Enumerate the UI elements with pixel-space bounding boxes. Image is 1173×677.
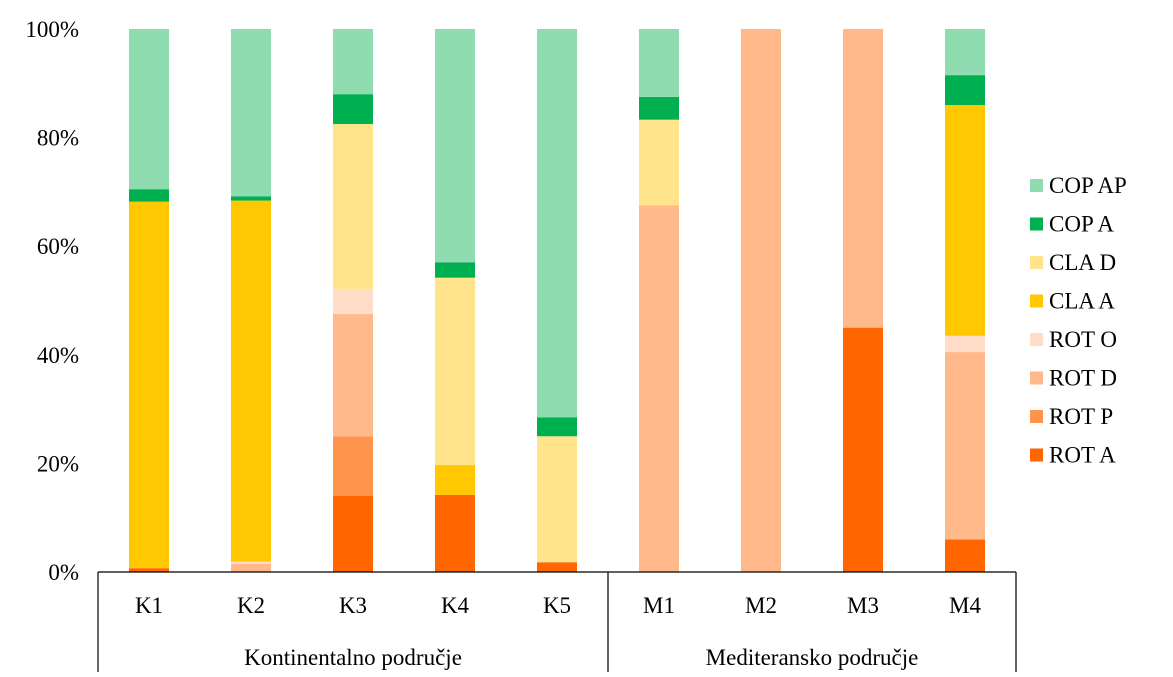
bar-segment (537, 417, 577, 437)
bar-segment (639, 96, 679, 120)
legend-label: COP AP (1049, 173, 1127, 198)
legend-swatch (1030, 371, 1043, 385)
legend-swatch (1030, 256, 1043, 269)
bar-segment (945, 29, 985, 76)
y-tick-label: 40% (37, 343, 79, 368)
legend-label: ROT A (1049, 443, 1116, 468)
legend-label: CLA A (1049, 289, 1115, 314)
bar-segment (435, 262, 475, 278)
bar-segment (945, 105, 985, 336)
x-tick-label: K1 (135, 593, 163, 618)
bar-segment (945, 352, 985, 540)
bar-segment (231, 29, 271, 197)
legend-swatch (1030, 179, 1043, 192)
x-tick-label: M2 (745, 593, 777, 618)
bar-segment (945, 335, 985, 353)
bar-segment (945, 75, 985, 106)
legend-label: CLA D (1049, 250, 1116, 275)
bar-segment (537, 29, 577, 418)
bar-segment (639, 119, 679, 206)
legend-swatch (1030, 217, 1043, 231)
group-label: Mediteransko područje (706, 645, 919, 670)
legend-swatch (1030, 448, 1043, 462)
bar-segment (333, 289, 373, 315)
bar-segment (333, 29, 373, 95)
bar-segment (435, 29, 475, 263)
bar-segment (843, 29, 883, 328)
bar-segment (435, 494, 475, 572)
bar-segment (231, 563, 271, 572)
bar-segment (843, 327, 883, 572)
bar-segment (537, 562, 577, 572)
x-tick-label: K2 (237, 593, 265, 618)
x-tick-label: K3 (339, 593, 367, 618)
legend-label: COP A (1049, 212, 1114, 237)
bar-segment (741, 29, 781, 572)
legend-swatch (1030, 410, 1043, 423)
bar-segment (333, 124, 373, 290)
x-tick-label: K5 (543, 593, 571, 618)
x-tick-label: M4 (949, 593, 981, 618)
legend-swatch (1030, 294, 1043, 308)
y-tick-label: 0% (48, 560, 79, 585)
bar-segment (537, 436, 577, 563)
bar-segment (129, 201, 169, 569)
x-tick-label: M3 (847, 593, 879, 618)
bar-segment (945, 539, 985, 572)
bar-segment (435, 277, 475, 466)
x-tick-label: K4 (441, 593, 470, 618)
bar-segment (333, 436, 373, 496)
bar-segment (231, 561, 271, 564)
bar-segment (333, 495, 373, 572)
bar-segment (639, 29, 679, 97)
y-tick-label: 60% (37, 234, 79, 259)
legend-label: ROT P (1049, 404, 1113, 429)
bar-segment (435, 465, 475, 495)
y-tick-label: 20% (37, 451, 79, 476)
y-tick-label: 100% (25, 17, 79, 42)
legend-label: ROT O (1049, 327, 1117, 352)
legend-label: ROT D (1049, 366, 1117, 391)
bar-segment (129, 189, 169, 202)
bar-segment (129, 29, 169, 190)
bar-segment (231, 196, 271, 201)
legend-swatch (1030, 333, 1043, 346)
y-tick-label: 80% (37, 126, 79, 151)
bar-segment (231, 200, 271, 562)
bar-segment (639, 205, 679, 572)
group-label: Kontinentalno područje (244, 645, 462, 670)
x-tick-label: M1 (643, 593, 675, 618)
bar-segment (129, 568, 169, 572)
bar-segment (333, 94, 373, 125)
bar-segment (333, 314, 373, 437)
